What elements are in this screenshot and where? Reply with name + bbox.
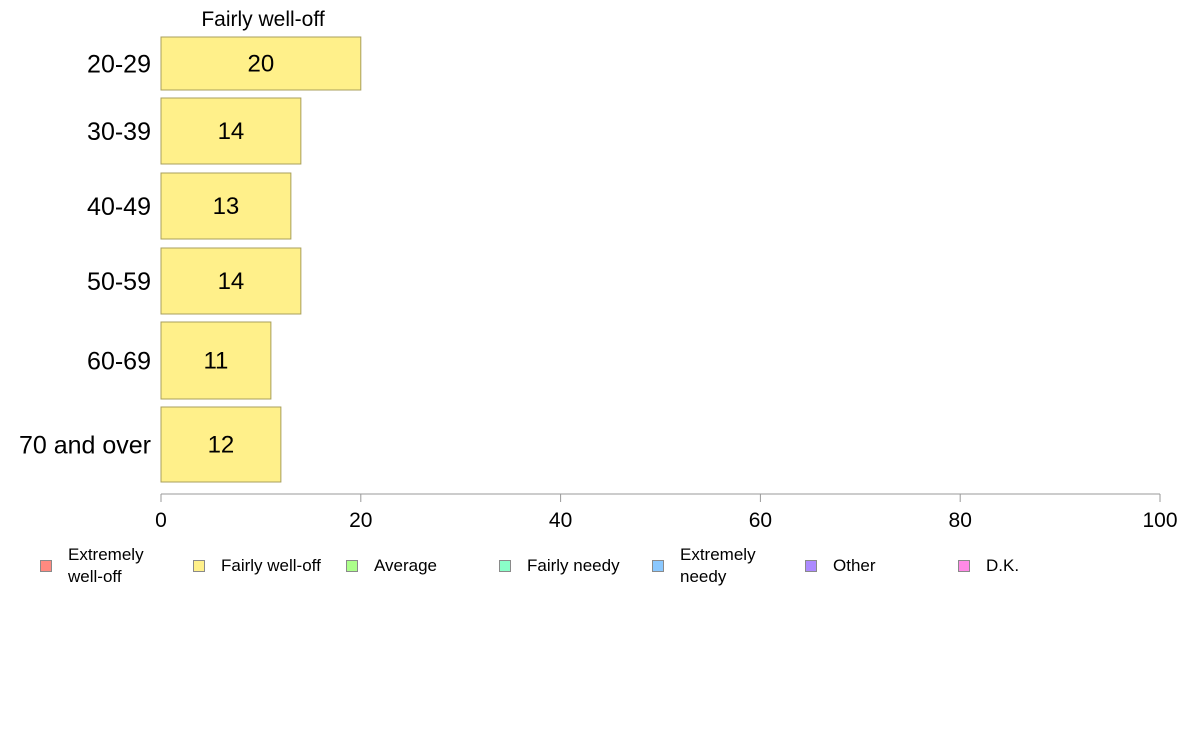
legend-item: Extremely well-off [40, 544, 178, 588]
bar-70-and-over [160, 406, 282, 483]
legend-label: D.K. [986, 556, 1020, 575]
legend-swatch [958, 560, 970, 572]
legend-swatch [346, 560, 358, 572]
bar-value-label: 20 [248, 51, 275, 78]
bar-value-label: 13 [213, 193, 240, 220]
bar-chart: Fairly well-off 20 14 13 14 11 12 20-29 30-39 4… [19, 8, 1178, 532]
bar-60-69 [160, 321, 272, 400]
legend-item: Average [346, 544, 437, 588]
category-label: 40-49 [87, 193, 151, 221]
category-label: 60-69 [87, 348, 151, 376]
category-label: 20-29 [87, 51, 151, 79]
x-tick-label: 80 [949, 509, 972, 532]
category-label: 30-39 [87, 118, 151, 146]
legend-label: Extremely needy [680, 545, 756, 586]
bar-40-49 [160, 172, 292, 240]
legend: Extremely well-off Fairly well-off Average… [0, 540, 1188, 600]
chart-title: Fairly well-off [201, 8, 324, 31]
x-tick-label: 40 [549, 509, 572, 532]
legend-swatch [652, 560, 664, 572]
x-tick-label: 20 [349, 509, 372, 532]
legend-item: Fairly needy [499, 544, 620, 588]
bar-value-label: 14 [218, 268, 245, 295]
x-tick-label: 60 [749, 509, 772, 532]
legend-label: Average [374, 556, 438, 575]
x-tick-label: 0 [155, 509, 167, 532]
bar-30-39 [160, 97, 302, 165]
legend-label: Extremely well-off [68, 545, 144, 586]
legend-swatch [499, 560, 511, 572]
legend-label: Other [833, 556, 876, 575]
bar-20-29 [160, 36, 362, 91]
bars-group: 20 14 13 14 11 12 [160, 36, 362, 483]
bar-value-label: 14 [218, 118, 245, 145]
y-axis-labels: 20-29 30-39 40-49 50-59 60-69 70 and over [19, 51, 151, 460]
legend-label: Fairly well-off [221, 556, 321, 575]
bar-value-label: 12 [208, 432, 235, 459]
x-tick-label: 100 [1142, 509, 1177, 532]
legend-swatch [805, 560, 817, 572]
legend-swatch [40, 560, 52, 572]
legend-item: Other [805, 544, 876, 588]
category-label: 50-59 [87, 268, 151, 296]
bar-value-label: 11 [203, 348, 228, 375]
legend-label: Fairly needy [527, 556, 620, 575]
bar-50-59 [160, 247, 302, 315]
category-label: 70 and over [19, 432, 151, 460]
legend-item: D.K. [958, 544, 1019, 588]
legend-item: Fairly well-off [193, 544, 321, 588]
legend-item: Extremely needy [652, 544, 790, 588]
x-axis: 0 20 40 60 80 100 [155, 493, 1178, 532]
legend-swatch [193, 560, 205, 572]
